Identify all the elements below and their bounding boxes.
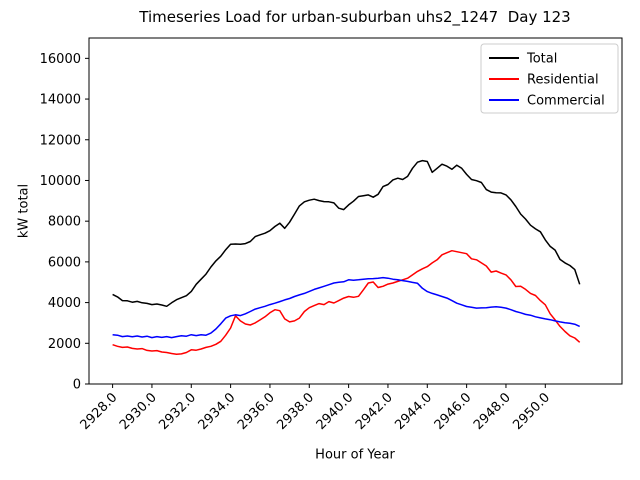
svg-text:2942.0: 2942.0 (353, 390, 396, 433)
chart-title: Timeseries Load for urban-suburban uhs2_… (139, 8, 571, 26)
legend-label-total: Total (526, 52, 557, 67)
svg-text:4000: 4000 (48, 296, 81, 311)
y-axis-label: kW total (16, 183, 32, 239)
svg-text:2950.0: 2950.0 (510, 390, 553, 433)
svg-text:2944.0: 2944.0 (392, 390, 435, 433)
series-line-total (112, 159, 581, 308)
svg-text:2930.0: 2930.0 (117, 390, 160, 433)
svg-text:2932.0: 2932.0 (156, 390, 199, 433)
series-line-commercial (112, 276, 581, 339)
y-axis-ticks: 0 2000 4000 6000 8000 10000 12000 14000 16000 (40, 52, 89, 393)
series-line-residential (112, 249, 581, 356)
legend: Total Residential Commercial (480, 43, 619, 114)
svg-text:2940.0: 2940.0 (314, 390, 357, 433)
svg-text:2928.0: 2928.0 (78, 390, 121, 433)
svg-text:14000: 14000 (40, 93, 81, 108)
legend-label-commercial: Commercial (527, 94, 605, 109)
svg-text:12000: 12000 (40, 133, 81, 148)
svg-text:2946.0: 2946.0 (432, 390, 475, 433)
svg-text:2934.0: 2934.0 (196, 390, 239, 433)
svg-text:16000: 16000 (40, 52, 81, 67)
x-axis-ticks: 2928.02930.02932.02934.02936.02938.02940… (78, 384, 553, 433)
svg-text:0: 0 (73, 378, 81, 393)
x-axis-label: Hour of Year (315, 447, 395, 463)
svg-text:2938.0: 2938.0 (274, 390, 317, 433)
svg-text:8000: 8000 (48, 215, 81, 230)
legend-label-residential: Residential (527, 73, 599, 88)
svg-text:6000: 6000 (48, 255, 81, 270)
svg-text:2948.0: 2948.0 (471, 390, 514, 433)
axes-frame (88, 37, 623, 385)
svg-text:2936.0: 2936.0 (235, 390, 278, 433)
svg-text:2000: 2000 (48, 337, 81, 352)
svg-text:10000: 10000 (40, 174, 81, 189)
